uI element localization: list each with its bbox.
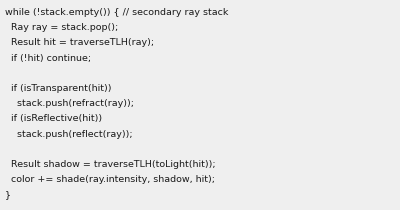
Text: Result shadow = traverseTLH(toLight(hit));: Result shadow = traverseTLH(toLight(hit)… bbox=[5, 160, 216, 169]
Text: stack.push(reflect(ray));: stack.push(reflect(ray)); bbox=[5, 130, 133, 139]
Text: if (isTransparent(hit)): if (isTransparent(hit)) bbox=[5, 84, 112, 93]
Text: Ray ray = stack.pop();: Ray ray = stack.pop(); bbox=[5, 23, 118, 32]
Text: if (!hit) continue;: if (!hit) continue; bbox=[5, 54, 91, 63]
Text: Result hit = traverseTLH(ray);: Result hit = traverseTLH(ray); bbox=[5, 38, 154, 47]
Text: if (isReflective(hit)): if (isReflective(hit)) bbox=[5, 114, 102, 123]
Text: stack.push(refract(ray));: stack.push(refract(ray)); bbox=[5, 99, 134, 108]
Text: }: } bbox=[5, 190, 11, 199]
Text: color += shade(ray.intensity, shadow, hit);: color += shade(ray.intensity, shadow, hi… bbox=[5, 175, 215, 184]
Text: while (!stack.empty()) { // secondary ray stack: while (!stack.empty()) { // secondary ra… bbox=[5, 8, 228, 17]
